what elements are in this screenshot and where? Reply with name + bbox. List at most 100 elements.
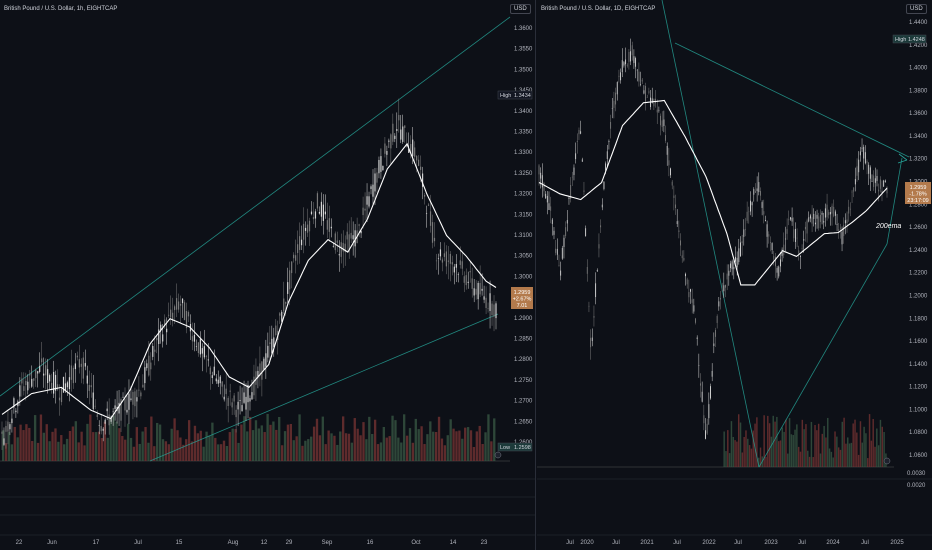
volume-bar [814, 424, 816, 467]
candle-body [400, 129, 402, 140]
price-tick-label: 1.3400 [909, 134, 928, 140]
last-price-badge [511, 287, 533, 309]
volume-bar [97, 431, 101, 461]
candle-body [134, 391, 136, 407]
price-chart-right[interactable]: 1.4400 1.4200 1.4000 1.3800 1.3600 1.3400 1.32… [537, 0, 932, 550]
candle-body [154, 349, 156, 352]
candle-body [19, 385, 21, 397]
candle-body [475, 288, 477, 295]
candle-body [611, 108, 613, 109]
candle-body [1, 431, 3, 434]
candle-body [573, 167, 575, 175]
candle-body [328, 218, 330, 232]
price-tick-label: 1.2800 [909, 202, 928, 208]
candle-body [287, 282, 289, 294]
candle-body [485, 297, 487, 309]
candle-body [62, 376, 65, 393]
volume-bar [845, 443, 847, 467]
trend-arrowhead [898, 153, 908, 161]
candle-body [665, 135, 666, 141]
volume-bar [458, 430, 461, 461]
candle-body [205, 355, 207, 357]
candle-body [668, 160, 670, 166]
volume-bar [158, 424, 162, 461]
candle-body [471, 278, 473, 289]
time-tick-label: Jun [47, 540, 57, 546]
chart-pane-left[interactable]: British Pound / U.S. Dollar, 1h, EIGHTCA… [0, 0, 536, 550]
volume-bar [118, 428, 121, 461]
candle-body [447, 260, 449, 262]
candle-body [469, 271, 471, 273]
candle-body [648, 91, 650, 93]
volume-bar [490, 441, 493, 461]
volume-bar [796, 424, 798, 467]
candle-body [676, 221, 678, 225]
candle-body [848, 206, 850, 214]
candle-body [52, 371, 55, 394]
candle-body [68, 377, 71, 390]
candle-body [82, 357, 84, 379]
candle-body [128, 393, 130, 410]
candle-body [314, 211, 317, 219]
candle-body [821, 212, 823, 215]
candle-body [703, 415, 705, 424]
candle-body [881, 190, 883, 194]
candle-body [563, 237, 565, 248]
candle-body [545, 193, 547, 199]
candle-body [402, 126, 404, 142]
candle-body [102, 428, 104, 431]
candle-body [100, 426, 102, 432]
candle-body [618, 75, 620, 77]
volume-bar [394, 420, 397, 461]
candle-body [701, 391, 703, 402]
candle-body [651, 98, 653, 103]
volume-bar [115, 421, 118, 461]
candle-body [771, 243, 773, 251]
price-tick-label: 1.1800 [909, 316, 928, 322]
candle-body [871, 180, 873, 182]
volume-bar [254, 420, 258, 461]
candle-body [713, 343, 715, 347]
volume-bar [834, 431, 836, 467]
candle-body [814, 222, 816, 225]
volume-bar [481, 443, 484, 461]
candle-body [859, 151, 861, 156]
candle-body [586, 267, 588, 274]
currency-button-left[interactable]: USD [510, 4, 531, 14]
candle-body [445, 251, 448, 267]
volume-bar [362, 422, 365, 461]
last-price-text: 1.2959 [514, 290, 531, 296]
candle-body [326, 220, 328, 230]
candle-body [293, 254, 295, 259]
volume-bar [217, 444, 220, 461]
time-tick-label: Jul [612, 540, 620, 546]
candle-body [791, 217, 793, 222]
volume-bar [275, 429, 278, 461]
volume-bar [373, 419, 377, 461]
volume-bar [103, 421, 107, 461]
candle-body [3, 438, 5, 445]
chart-pane-right[interactable]: British Pound / U.S. Dollar, 1D, EIGHTCA… [537, 0, 932, 550]
time-tick-label: Aug [228, 540, 239, 546]
volume-bar [132, 446, 136, 461]
volume-bar [298, 414, 301, 461]
candle-body [110, 416, 112, 422]
volume-bar [368, 416, 371, 461]
volume-bar [260, 425, 263, 461]
price-tick-label: 1.1200 [909, 385, 928, 391]
high-value: 1.4248 [908, 37, 925, 43]
candle-body [342, 242, 344, 252]
candle-body [439, 249, 442, 257]
sub-pane-tick: 0.0030 [907, 471, 926, 477]
candle-body [726, 273, 728, 280]
candle-body [11, 418, 13, 424]
candle-body [50, 382, 53, 390]
candle-body [289, 270, 291, 290]
annotation-200ema: 200ema [875, 223, 901, 230]
candle-body [358, 224, 360, 226]
currency-button-right[interactable]: USD [906, 4, 927, 14]
volume-bar [423, 444, 426, 461]
price-chart-left[interactable]: 1.36001.35501.35001.34501.34001.33501.33… [0, 0, 536, 550]
moving-average-line [1, 142, 497, 420]
candle-body [455, 263, 457, 268]
